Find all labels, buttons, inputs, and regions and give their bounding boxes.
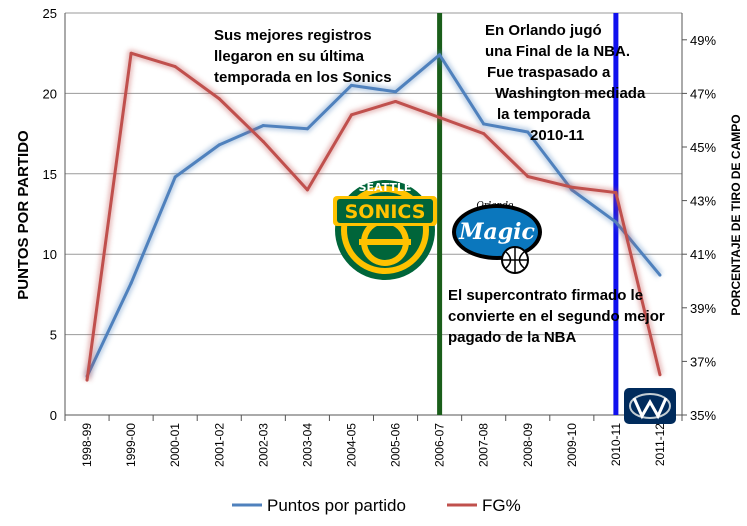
legend-label-puntos: Puntos por partido [267,496,406,515]
y2-tick-label-47: 47% [690,86,716,101]
x-tick-label-2006-07: 2006-07 [433,423,447,467]
x-tick-label-2010-11: 2010-11 [609,423,623,466]
y2-tick-label-41: 41% [690,247,716,262]
y2-axis-title: PORCENTAJE DE TIRO DE CAMPO [729,114,743,315]
x-tick-label-2007-08: 2007-08 [477,423,491,467]
y2-tick-label-35: 35% [690,408,716,423]
point-fg-2009-10 [570,185,574,189]
y-tick-label-15: 15 [43,167,57,182]
point-puntos-2011-12 [658,273,662,277]
point-fg-2004-05 [349,113,353,117]
point-puntos-2004-05 [349,83,353,87]
y2-tick-label-45: 45% [690,140,716,155]
sonics-logo-main-text: SONICS [345,201,426,223]
wizards-logo [624,388,676,424]
point-fg-2008-09 [526,174,530,178]
point-puntos-2008-09 [526,130,530,134]
x-tick-label-2001-02: 2001-02 [212,423,226,467]
x-tick-label-2005-06: 2005-06 [389,423,403,467]
y2-tick-label-39: 39% [690,301,716,316]
series-line-puntos [85,53,662,378]
x-tick-label-1999-00: 1999-00 [124,423,138,467]
y-tick-label-5: 5 [50,328,57,343]
x-axis-ticks: 1998-99 1999-00 2000-01 2001-02 2002-03 2003-… [64,415,683,467]
point-fg-2007-08 [482,132,486,136]
right-axis-ticks: 35% 37% 39% 41% 43% 45% 47% 49% [682,33,716,423]
y-tick-label-10: 10 [43,247,57,262]
x-tick-label-2000-01: 2000-01 [168,423,182,467]
point-fg-2011-12 [658,373,662,377]
y2-tick-label-49: 49% [690,33,716,48]
point-fg-2000-01 [173,65,177,69]
point-puntos-2006-07 [438,53,442,57]
x-tick-label-2004-05: 2004-05 [344,423,358,467]
point-puntos-1999-00 [129,281,133,285]
y-tick-label-25: 25 [43,6,57,21]
legend: Puntos por partido FG% [232,496,521,515]
x-tick-label-2008-09: 2008-09 [521,423,535,467]
point-fg-2002-03 [261,140,265,144]
x-tick-label-2009-10: 2009-10 [565,423,579,467]
point-puntos-2010-11 [614,220,618,224]
series-lines [83,13,664,415]
point-puntos-2007-08 [482,122,486,126]
sonics-logo-top-text: SEATTLE [359,181,412,194]
magic-logo-main-text: Magic [458,219,535,245]
annotation-contract: El supercontrato firmado le convierte en… [448,287,669,346]
x-tick-label-2011-12: 2011-12 [653,423,667,466]
legend-label-fg: FG% [482,496,521,515]
x-tick-label-2002-03: 2002-03 [256,423,270,467]
magic-logo: Orlando Magic [452,201,542,274]
y2-tick-label-37: 37% [690,354,716,369]
point-fg-2001-02 [217,97,221,101]
point-fg-1999-00 [129,51,133,55]
annotation-orlando: En Orlando jugó una Final de la NBA. Fue… [485,22,649,144]
point-fg-1998-99 [85,378,89,382]
annotation-sonics: Sus mejores registros llegaron en su últ… [214,27,392,86]
y-axis-title: PUNTOS POR PARTIDO [15,130,32,300]
x-tick-label-1998-99: 1998-99 [80,423,94,467]
magic-logo-top-text: Orlando [477,201,514,211]
point-puntos-2005-06 [394,90,398,94]
y-tick-label-20: 20 [43,86,57,101]
point-puntos-2003-04 [305,127,309,131]
point-puntos-2002-03 [261,124,265,128]
point-puntos-2000-01 [173,175,177,179]
point-fg-2006-07 [438,116,442,120]
x-tick-label-2003-04: 2003-04 [300,423,314,467]
sonics-logo: SEATTLE SONICS [333,180,437,280]
point-fg-2010-11 [614,191,618,195]
point-puntos-2001-02 [217,143,221,147]
point-fg-2003-04 [305,188,309,192]
point-fg-2005-06 [394,99,398,103]
y-tick-label-0: 0 [50,408,57,423]
left-axis-ticks: 0 5 10 15 20 25 [43,6,57,423]
y2-tick-label-43: 43% [690,194,716,209]
series-line-fg [85,51,662,381]
